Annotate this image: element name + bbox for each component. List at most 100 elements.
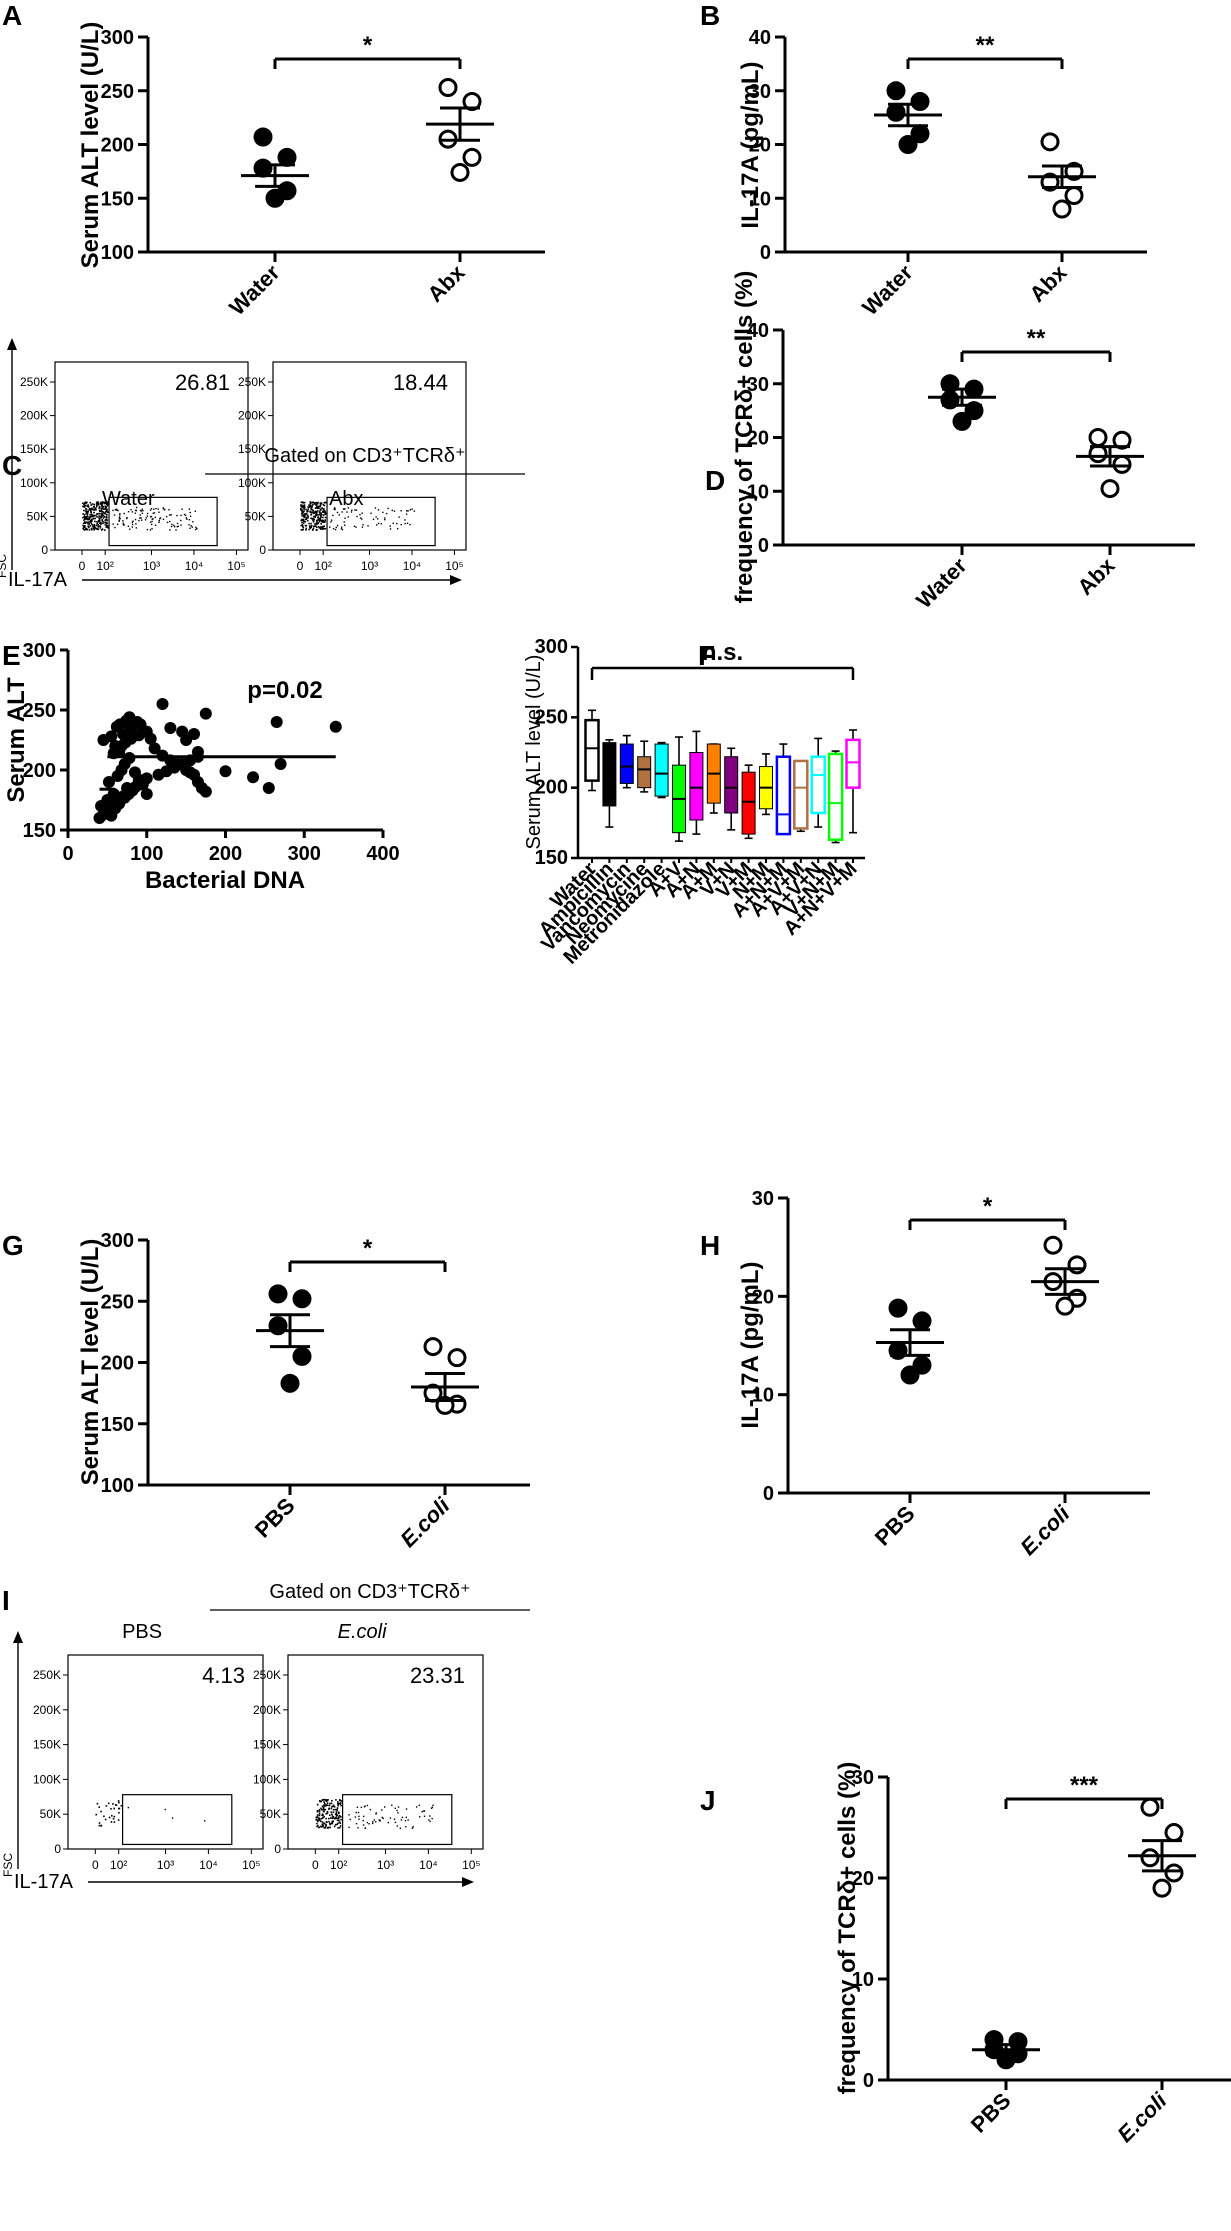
event bbox=[302, 514, 305, 517]
x-tick-label: 10² bbox=[315, 559, 332, 573]
gate-percentage: 26.81 bbox=[175, 370, 230, 395]
event bbox=[335, 1814, 338, 1817]
event bbox=[304, 520, 307, 523]
event bbox=[316, 505, 318, 508]
event bbox=[92, 517, 95, 520]
event bbox=[334, 1817, 337, 1820]
x-tick-label: Abx bbox=[1072, 552, 1120, 600]
data-point bbox=[292, 1289, 312, 1309]
event bbox=[171, 1817, 174, 1819]
data-point bbox=[105, 730, 118, 743]
event bbox=[176, 514, 178, 517]
event bbox=[384, 517, 386, 519]
event bbox=[400, 510, 402, 512]
event bbox=[100, 521, 102, 524]
event bbox=[320, 516, 322, 519]
x-tick-label: 0 bbox=[297, 559, 304, 573]
y-tick-label: 30 bbox=[852, 1767, 874, 1789]
panel-label-F: F bbox=[698, 640, 715, 671]
event bbox=[382, 1817, 384, 1820]
event bbox=[359, 513, 361, 516]
event bbox=[308, 522, 310, 525]
data-point bbox=[199, 785, 212, 798]
event bbox=[324, 512, 327, 514]
x-tick-label: 10⁴ bbox=[403, 559, 422, 573]
events bbox=[300, 501, 416, 531]
data-point bbox=[886, 102, 906, 122]
event bbox=[409, 523, 411, 526]
event bbox=[302, 506, 305, 509]
event bbox=[101, 501, 104, 503]
x-tick-label: 0 bbox=[79, 559, 86, 573]
event bbox=[317, 1824, 319, 1827]
x-tick-label: 10³ bbox=[143, 559, 160, 573]
event bbox=[372, 518, 375, 521]
y-tick-label: 100K bbox=[238, 476, 266, 490]
event bbox=[163, 508, 166, 511]
event bbox=[139, 509, 142, 512]
event bbox=[118, 516, 121, 518]
data-point bbox=[1043, 1235, 1063, 1255]
event bbox=[305, 516, 308, 519]
event bbox=[319, 527, 322, 530]
plot-title: Abx bbox=[329, 488, 363, 510]
event bbox=[359, 517, 362, 519]
event bbox=[341, 528, 344, 531]
event bbox=[329, 526, 331, 528]
data-point bbox=[1067, 1255, 1087, 1275]
event bbox=[300, 504, 302, 506]
event bbox=[134, 512, 137, 514]
event bbox=[300, 524, 303, 527]
event bbox=[362, 1824, 365, 1826]
event bbox=[329, 1802, 331, 1805]
data-point bbox=[912, 1355, 932, 1375]
event bbox=[301, 524, 304, 526]
event bbox=[87, 523, 90, 525]
data-point bbox=[140, 772, 153, 785]
event bbox=[101, 515, 104, 517]
y-tick-label: 50K bbox=[245, 509, 266, 523]
event bbox=[317, 514, 319, 516]
event bbox=[141, 519, 143, 521]
event bbox=[318, 1799, 321, 1802]
event bbox=[338, 1826, 341, 1829]
event bbox=[93, 523, 96, 526]
event bbox=[180, 514, 182, 517]
event bbox=[324, 519, 326, 522]
event bbox=[86, 501, 88, 504]
box bbox=[793, 759, 809, 830]
event bbox=[91, 503, 94, 505]
event bbox=[327, 1798, 329, 1801]
event bbox=[317, 501, 319, 504]
event bbox=[184, 514, 187, 516]
event bbox=[340, 1816, 342, 1818]
event bbox=[306, 514, 309, 517]
event bbox=[318, 1809, 321, 1811]
event bbox=[411, 508, 413, 510]
gate-box bbox=[326, 496, 436, 547]
y-tick-label: 0 bbox=[863, 2070, 874, 2092]
event bbox=[90, 510, 92, 512]
event bbox=[397, 1806, 400, 1808]
event bbox=[330, 1807, 333, 1810]
event bbox=[122, 520, 124, 522]
x-tick-label: E.coli bbox=[1015, 1500, 1075, 1560]
event bbox=[303, 504, 306, 506]
il17a-label: IL-17A bbox=[8, 569, 68, 591]
event bbox=[321, 1808, 323, 1811]
significance-label: * bbox=[363, 32, 373, 59]
event bbox=[86, 516, 88, 519]
event bbox=[375, 516, 377, 518]
event bbox=[375, 1812, 377, 1814]
event bbox=[310, 508, 312, 510]
event bbox=[354, 1816, 357, 1818]
y-tick-label: 150K bbox=[33, 1738, 61, 1752]
event bbox=[336, 1807, 339, 1809]
event bbox=[106, 508, 108, 511]
y-axis-label: Serum ALT level (U/L) bbox=[77, 22, 104, 269]
box-1 bbox=[602, 739, 617, 828]
significance-label: * bbox=[983, 1193, 993, 1220]
x-tick-label: Water bbox=[911, 553, 972, 614]
event bbox=[135, 506, 138, 509]
